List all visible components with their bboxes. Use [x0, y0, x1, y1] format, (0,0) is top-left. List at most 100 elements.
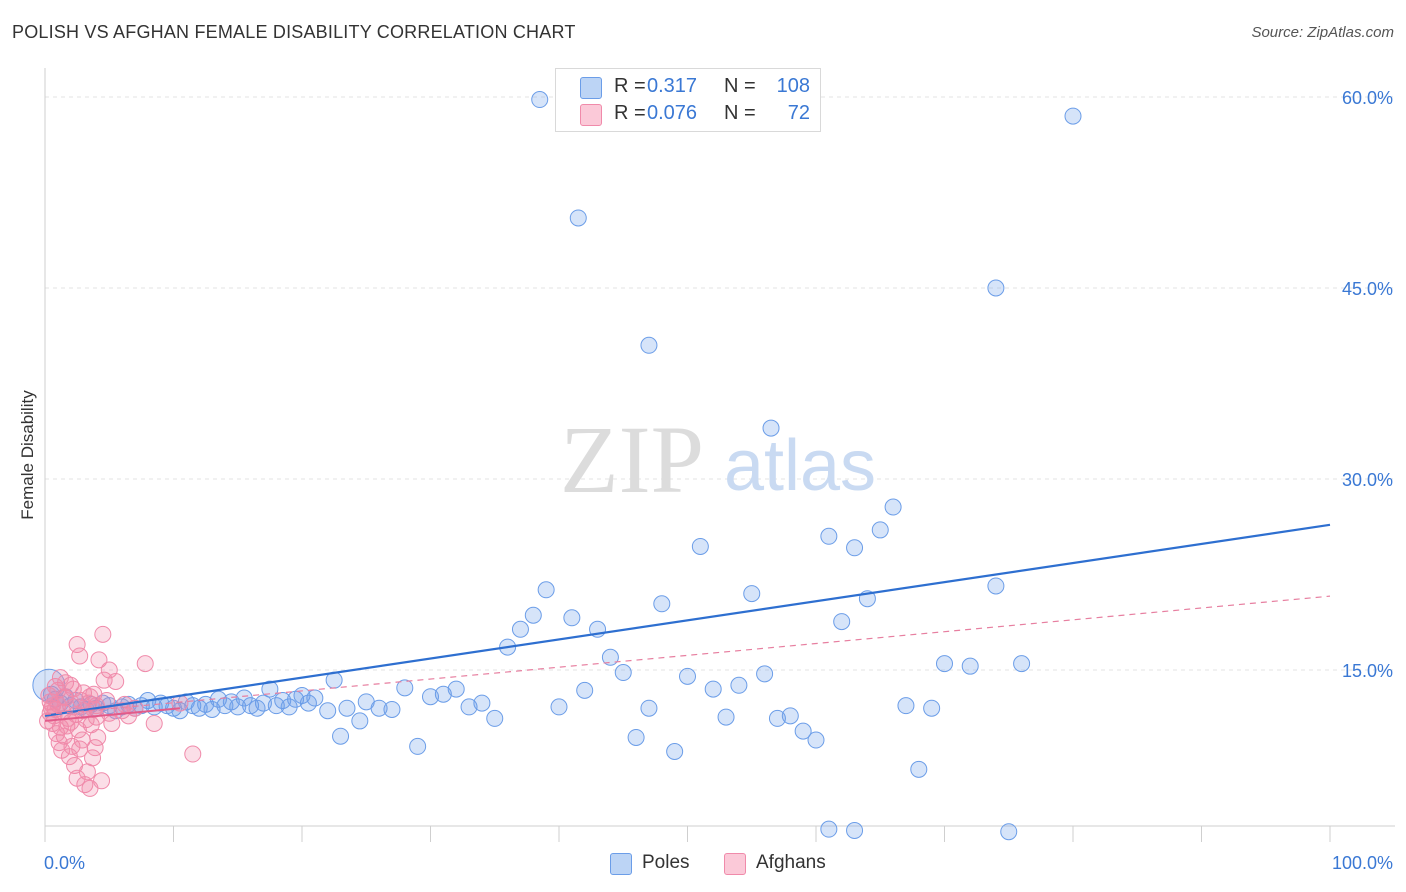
data-point — [743, 585, 761, 603]
stats-swatch-poles — [580, 77, 602, 99]
stats-r-value: 0.076 — [647, 102, 698, 124]
stats-box: R = 0.317 N = 108 R = 0.076 N = 72 — [555, 68, 821, 132]
data-point — [531, 91, 549, 109]
data-point — [910, 760, 928, 778]
legend-swatch-afghans — [724, 853, 746, 875]
y-axis-label: Female Disability — [18, 390, 37, 520]
data-point — [807, 731, 825, 749]
series-poles — [32, 91, 1082, 841]
data-point — [511, 620, 529, 638]
stats-r-value: 0.317 — [647, 75, 698, 97]
data-point — [203, 700, 221, 718]
gridlines — [45, 96, 1395, 671]
data-point — [833, 613, 851, 631]
data-point — [1000, 823, 1018, 841]
y-tick-label: 15.0% — [1342, 661, 1393, 681]
data-point — [679, 667, 696, 685]
data-point — [871, 521, 889, 539]
data-point — [473, 694, 491, 712]
data-point — [383, 700, 401, 718]
legend-label-afghans: Afghans — [756, 852, 826, 873]
data-point — [936, 655, 953, 673]
data-point — [274, 692, 292, 710]
data-point — [55, 688, 73, 706]
data-point — [717, 708, 735, 726]
legend-label-poles: Poles — [642, 852, 690, 873]
data-point — [409, 737, 427, 755]
data-point — [351, 712, 369, 730]
data-point — [306, 689, 324, 707]
data-point — [563, 609, 581, 627]
data-point — [145, 714, 163, 732]
data-point — [370, 699, 388, 717]
data-point — [460, 698, 478, 716]
data-point — [781, 707, 799, 725]
data-point — [704, 680, 722, 698]
watermark-atlas: atlas — [724, 426, 876, 506]
data-point — [93, 772, 111, 790]
stats-n-label: N = — [724, 75, 756, 97]
data-point — [640, 336, 658, 354]
data-point — [1064, 107, 1082, 125]
data-point — [923, 699, 941, 717]
data-point — [987, 279, 1005, 297]
data-point — [89, 728, 107, 746]
data-point — [338, 699, 356, 717]
data-point — [136, 655, 154, 673]
data-point — [640, 699, 658, 717]
data-point — [897, 697, 915, 715]
y-tick-label: 45.0% — [1342, 279, 1393, 299]
data-point — [94, 625, 112, 643]
data-point — [961, 657, 979, 675]
data-point — [820, 820, 838, 838]
data-point — [229, 698, 247, 716]
stats-swatch-afghans — [580, 104, 602, 126]
watermark: ZIP atlas — [560, 406, 876, 513]
data-point — [184, 745, 202, 763]
stats-n-value: 108 — [776, 75, 810, 97]
data-point — [332, 727, 350, 745]
data-point — [486, 709, 504, 727]
data-point — [614, 664, 632, 682]
data-point — [90, 651, 108, 669]
data-point — [254, 694, 272, 712]
data-point — [762, 419, 780, 437]
data-point — [107, 672, 125, 690]
data-point — [84, 749, 102, 767]
data-point — [768, 709, 786, 727]
data-point — [627, 728, 645, 746]
data-point — [58, 717, 76, 735]
data-point — [846, 539, 864, 557]
data-point — [730, 676, 748, 694]
data-point — [820, 527, 838, 545]
chart-title: POLISH VS AFGHAN FEMALE DISABILITY CORRE… — [12, 22, 576, 42]
data-point — [846, 821, 864, 839]
source-text: Source: ZipAtlas.com — [1251, 24, 1394, 41]
tick-labels: 15.0% 30.0% 45.0% 60.0% 0.0% 100.0% — [44, 88, 1393, 873]
data-point — [550, 698, 568, 716]
x-tick-label: 100.0% — [1332, 853, 1393, 873]
data-point — [524, 606, 542, 624]
stats-n-value: 72 — [787, 102, 810, 124]
trend-line-afghans-segment — [44, 707, 181, 722]
data-point — [987, 577, 1005, 595]
stats-r-label: R = — [614, 102, 646, 124]
data-point — [422, 688, 439, 706]
data-point — [884, 498, 902, 516]
axes — [44, 68, 1395, 842]
x-tick-label: 0.0% — [44, 853, 85, 873]
data-point — [319, 702, 337, 720]
data-point — [86, 739, 104, 757]
data-point — [691, 537, 709, 555]
data-point — [447, 680, 465, 698]
data-point — [653, 595, 671, 613]
chart-source: Source: ZipAtlas.com — [1251, 24, 1394, 41]
data-point — [601, 648, 619, 666]
data-point — [794, 722, 812, 740]
data-point — [666, 742, 684, 760]
trend-lines — [44, 523, 1331, 722]
data-point — [434, 685, 452, 703]
data-point — [537, 581, 555, 599]
trend-line-poles — [44, 523, 1331, 717]
watermark-zip: ZIP — [560, 406, 704, 513]
